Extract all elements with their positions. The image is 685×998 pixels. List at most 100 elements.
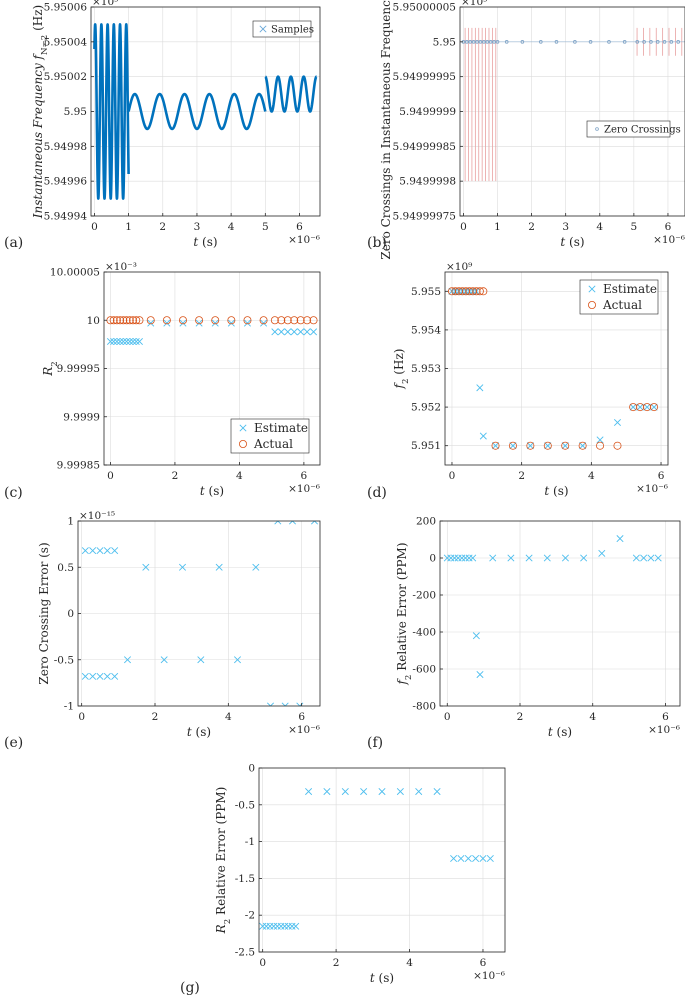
estimate-point [163, 319, 171, 327]
estimate-point [119, 337, 127, 345]
x-tick-label: 6 [298, 711, 305, 723]
estimate-point [113, 337, 121, 345]
y-tick-label: 5.9499999 [399, 106, 456, 118]
estimate-point [288, 521, 297, 525]
zero-crossing-point [475, 40, 479, 44]
zero-crossing-point [676, 40, 680, 44]
estimate-point [281, 702, 289, 706]
estimate-point [81, 672, 89, 680]
y-tick-label: -0.5 [235, 799, 255, 811]
actual-point [119, 316, 128, 325]
x-tick-label: 4 [228, 221, 235, 233]
zero-crossing-point [635, 40, 640, 44]
zero-crossing-point [607, 40, 611, 44]
zero-crossing-point [669, 40, 674, 44]
data-layer [259, 788, 494, 930]
estimate-point [277, 328, 285, 336]
zero-crossing-point [485, 40, 490, 44]
estimate-point [525, 554, 533, 562]
actual-point [195, 316, 204, 325]
y-tick-label: 5.954 [411, 324, 441, 336]
actual-point [526, 441, 535, 450]
y-tick-label: -1 [245, 836, 255, 848]
estimate-point [179, 319, 187, 327]
legend-samples-marker [259, 25, 267, 33]
y-exponent: ×10⁻³ [105, 261, 137, 273]
y-tick-label: 5.95 [433, 36, 456, 48]
actual-point [259, 316, 268, 325]
actual-point [116, 316, 125, 325]
y-tick-label: -200 [412, 590, 436, 602]
actual-point [578, 441, 587, 450]
x-axis-label: t (s) [560, 235, 584, 249]
actual-point [109, 316, 118, 325]
zero-crossing-point [482, 40, 486, 44]
y-exponent: ×10⁻¹⁵ [79, 510, 115, 522]
legend-label-actual: Actual [602, 298, 642, 312]
estimate-point [596, 436, 604, 444]
y-tick-label: 9.99985 [57, 460, 100, 472]
actual-point [178, 316, 187, 325]
plot-area [440, 521, 680, 706]
y-tick-label: -2.5 [235, 947, 255, 959]
series-samples-segment [93, 23, 130, 200]
zero-crossing-point [488, 40, 493, 44]
y-tick-label: 0 [67, 608, 74, 620]
y-tick-label: 5.94999995 [393, 71, 456, 83]
axes-frame [439, 520, 681, 707]
x-tick-label: 6 [665, 221, 672, 233]
x-tick-label: 4 [406, 957, 413, 969]
estimate-point [96, 547, 104, 555]
estimate-point [260, 319, 268, 327]
x-tick-label: 4 [236, 470, 243, 482]
x-axis-label: t (s) [548, 725, 572, 739]
estimate-point [323, 788, 331, 796]
zero-crossing-point [471, 40, 476, 44]
estimate-point [135, 337, 143, 345]
y-tick-label: 0.5 [57, 562, 74, 574]
y-axis-label: R2 Relative Error (PPM) [214, 787, 233, 935]
actual-point [290, 316, 299, 325]
y-tick-label: 200 [416, 516, 436, 528]
estimate-point [526, 442, 534, 450]
estimate-point [647, 554, 655, 562]
panel-b: 0 1 2 3 4 5 6 5.94999975 5.9499998 5.94999985 5.94… [367, 0, 685, 260]
estimate-point [616, 535, 624, 543]
x-tick-label: 2 [152, 711, 159, 723]
y-tick-label: 5.952 [411, 402, 441, 414]
zero-crossing-point [622, 40, 627, 44]
x-tick-label: 0 [78, 711, 85, 723]
x-tick-label: 6 [662, 711, 669, 723]
data-layer [106, 316, 318, 345]
x-tick-label: 0 [91, 221, 98, 233]
estimate-point [310, 521, 319, 525]
estimate-point [396, 788, 404, 796]
y-tick-label: 5.9499998 [399, 176, 456, 188]
y-tick-label: 10.00005 [50, 267, 100, 279]
estimate-point [233, 656, 242, 664]
y-tick-label: -800 [412, 701, 436, 713]
legend: Estimate Actual [230, 418, 310, 454]
estimate-point [544, 442, 552, 450]
estimate-point [103, 547, 111, 555]
y-tick-label: 5.953 [411, 363, 441, 375]
panel-label: (b) [367, 235, 387, 251]
x-tick-label: 1 [494, 221, 501, 233]
legend: Zero Crossings [586, 120, 681, 138]
x-tick-label: 4 [596, 221, 603, 233]
x-exponent: ×10⁻⁶ [288, 724, 320, 736]
actual-point [596, 441, 605, 450]
estimate-point [178, 563, 187, 571]
estimate-point [211, 319, 219, 327]
actual-point [162, 316, 171, 325]
x-tick-label: 6 [658, 470, 665, 482]
data-layer [443, 535, 662, 679]
estimate-point [476, 384, 484, 392]
estimate-point [598, 549, 606, 557]
zero-crossing-point [642, 40, 646, 44]
x-axis-label: t (s) [187, 725, 211, 739]
estimate-point [561, 442, 569, 450]
actual-point [475, 287, 484, 296]
estimate-point [492, 442, 500, 450]
